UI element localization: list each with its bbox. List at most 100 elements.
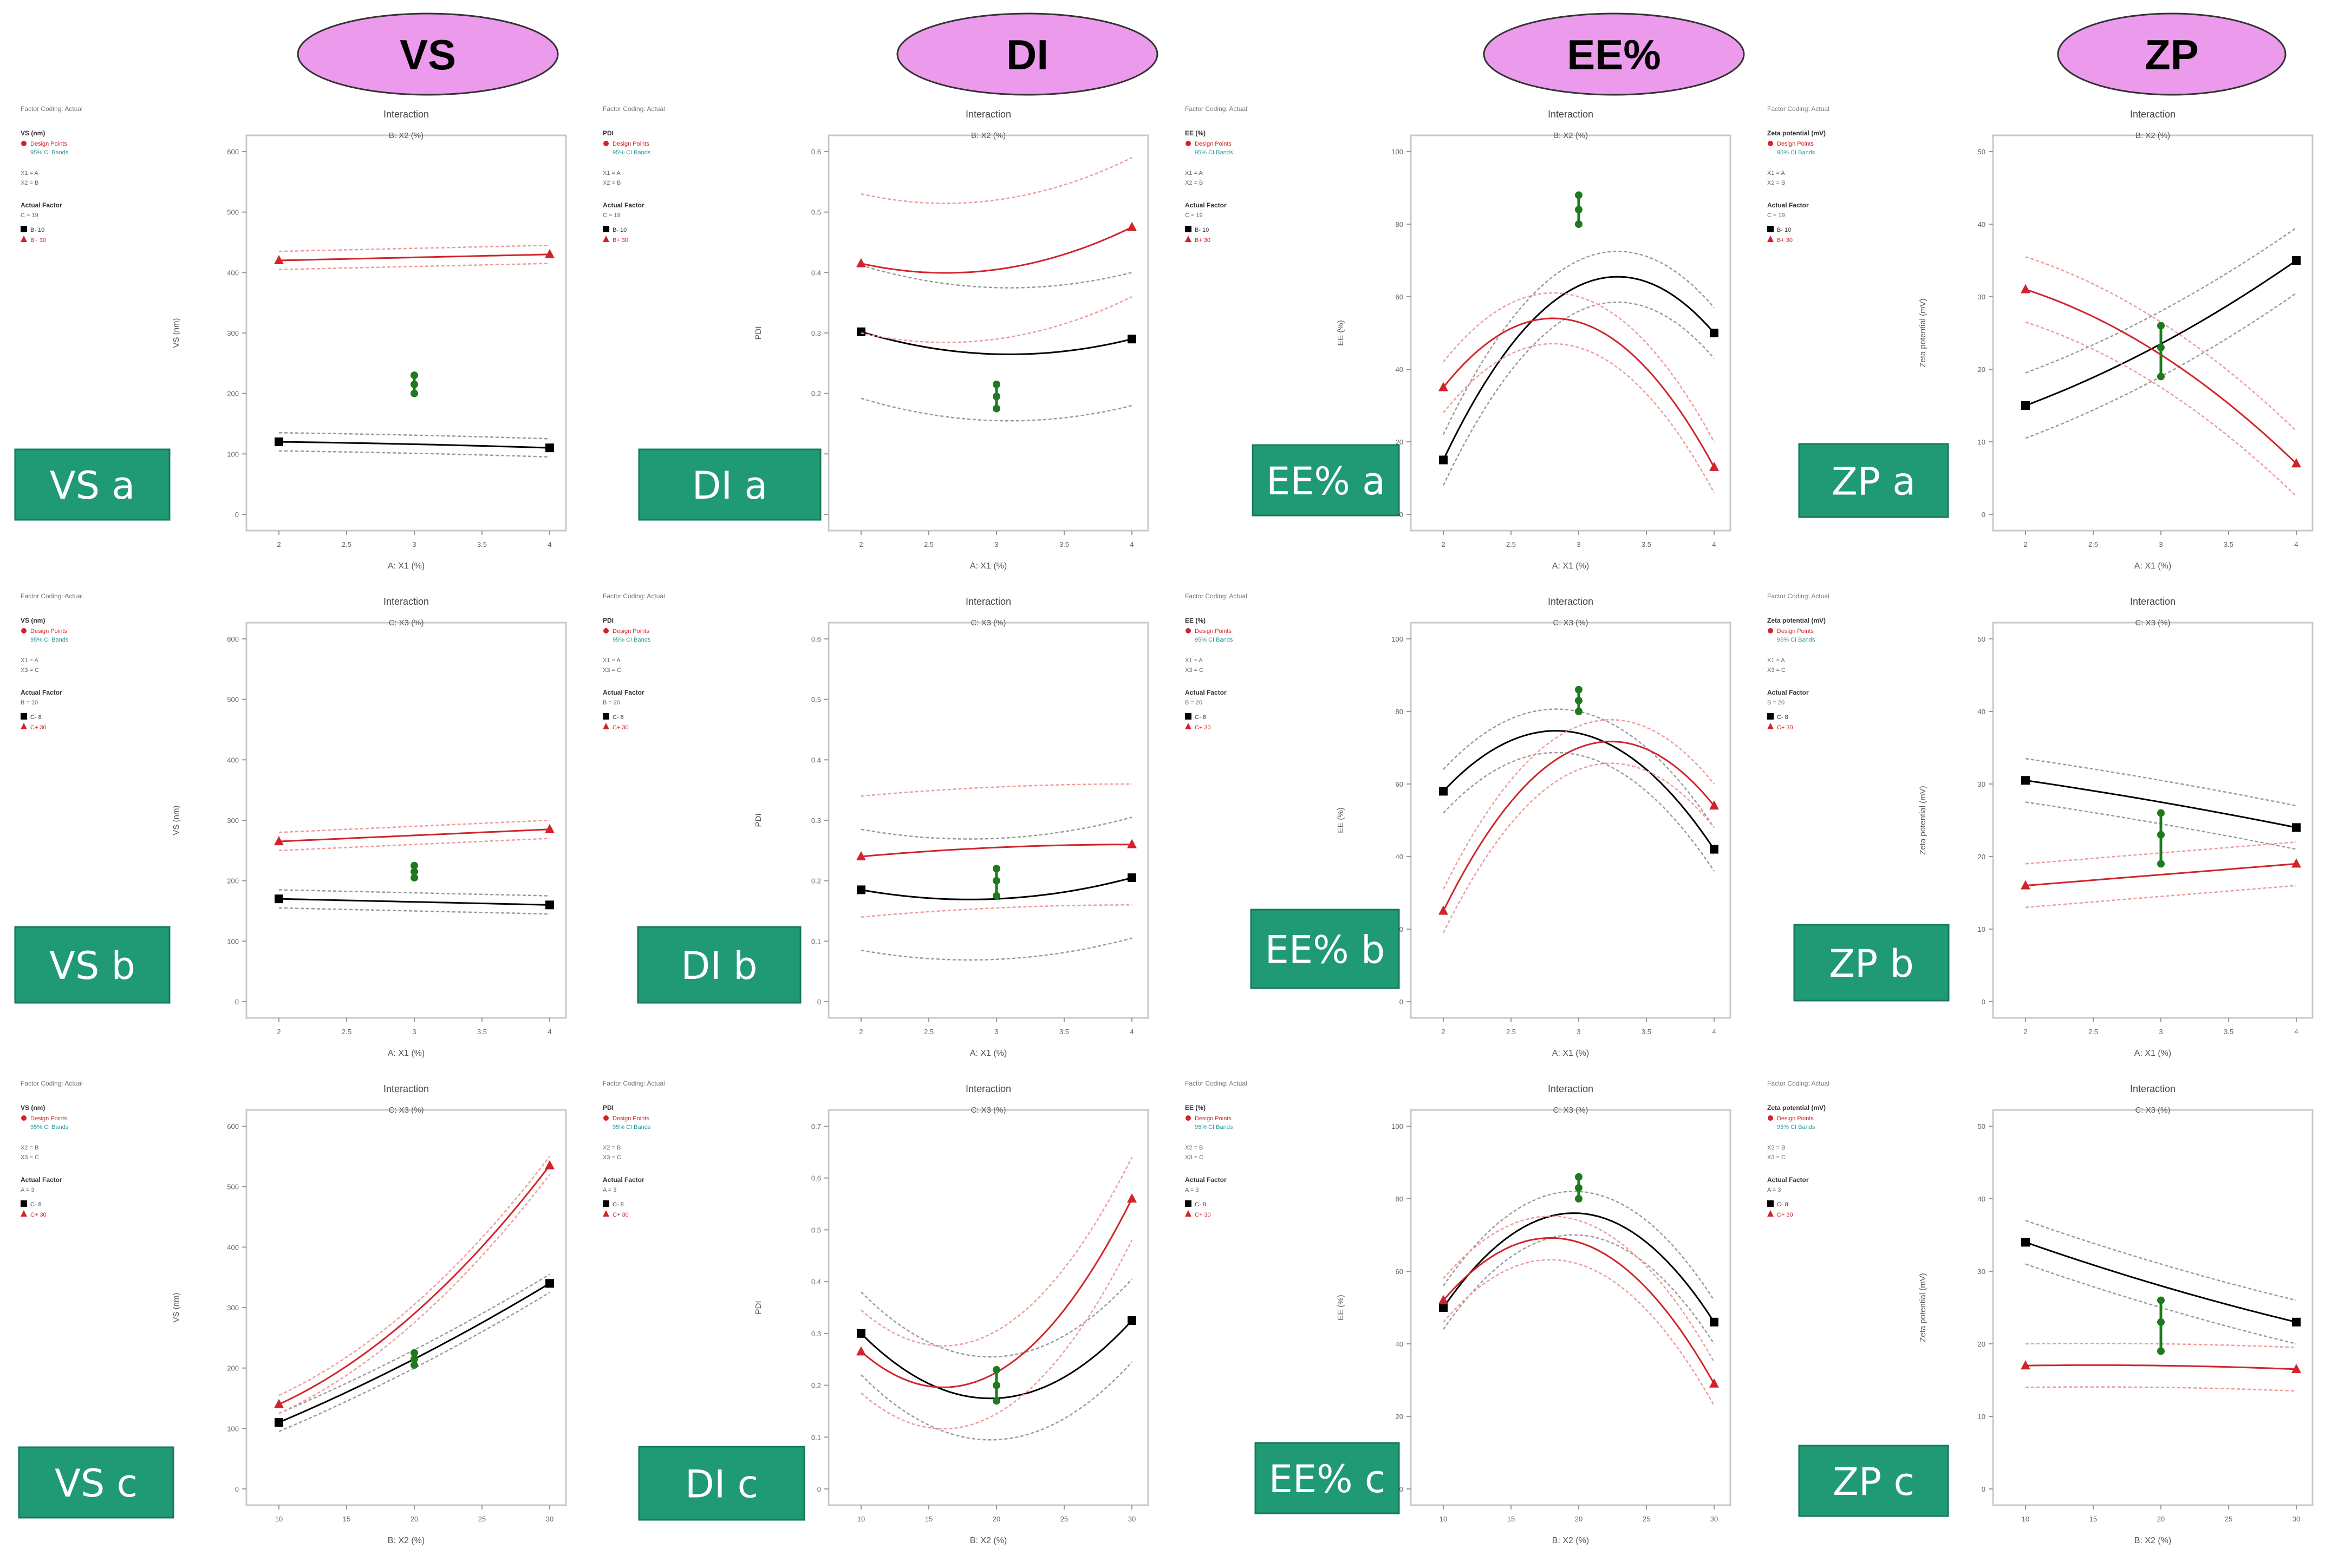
panel-label-text: DI a — [692, 463, 768, 508]
legend-heading: Factor Coding: Actual — [21, 1080, 83, 1087]
chart-subtitle: B: X2 (%) — [2135, 131, 2170, 140]
panel-label: ZP a — [1798, 443, 1949, 518]
design-point — [274, 1399, 284, 1408]
chart-subtitle: C: X3 (%) — [2135, 1106, 2170, 1115]
panel-label-text: ZP c — [1833, 1460, 1914, 1504]
y-tick-label: 50 — [1978, 1122, 1985, 1131]
series-line — [1442, 740, 1715, 912]
x-axis-label: B: X2 (%) — [388, 1536, 425, 1545]
legend-design-points: Design Points — [1777, 1115, 1814, 1122]
x-tick-label: 4 — [2294, 1028, 2298, 1036]
x-tick-label: 2.5 — [342, 1028, 351, 1036]
x-tick-label: 2.5 — [924, 540, 934, 548]
y-tick-label: 50 — [1978, 635, 1985, 643]
y-tick-label: 300 — [227, 816, 239, 825]
y-tick-label: 0.7 — [811, 1122, 821, 1131]
y-tick-label: 0 — [1982, 998, 1985, 1006]
legend-low: C- 8 — [1777, 1201, 1788, 1208]
legend-fixed: X3 = C — [1185, 667, 1203, 674]
ci-band-upper — [278, 889, 550, 897]
x-tick-label: 3 — [2159, 540, 2163, 548]
legend-response: Zeta potential (mV) — [1767, 129, 1826, 137]
legend-low-marker — [603, 713, 609, 720]
x-tick-label: 3.5 — [477, 1028, 487, 1036]
legend-actual-factor: Actual Factor — [1185, 689, 1227, 696]
ci-band-upper — [2025, 757, 2297, 807]
design-point — [2021, 880, 2030, 890]
y-tick-label: 100 — [1391, 635, 1403, 643]
y-tick-label: 40 — [1978, 708, 1985, 716]
x-tick-label: 3 — [2159, 1028, 2163, 1036]
design-point — [2291, 858, 2301, 868]
legend-response: VS (nm) — [21, 129, 45, 137]
x-axis-label: A: X1 (%) — [388, 561, 425, 571]
y-axis-label: EE (%) — [1336, 1295, 1345, 1321]
legend-fixed: X1 = A — [1185, 170, 1203, 177]
legend-low: B- 10 — [30, 227, 44, 233]
legend-actual-factor: Actual Factor — [21, 201, 62, 209]
ci-band-upper — [861, 1157, 1133, 1347]
design-point — [1439, 455, 1448, 465]
y-axis-label: VS (nm) — [172, 1292, 181, 1322]
ci-band-upper — [861, 157, 1132, 204]
design-point — [857, 1329, 865, 1338]
panel-label-text: EE% b — [1265, 928, 1385, 972]
x-axis-label: A: X1 (%) — [2134, 1049, 2171, 1058]
legend-low-marker — [1767, 226, 1774, 232]
y-tick-label: 80 — [1396, 708, 1403, 716]
series-line — [861, 331, 1132, 355]
ci-band-lower — [2025, 885, 2297, 909]
y-tick-label: 0.5 — [811, 1226, 821, 1234]
y-tick-label: 60 — [1396, 1268, 1403, 1276]
legend-actual-factor-value: C = 19 — [21, 212, 38, 219]
panel-label-box — [18, 1446, 174, 1519]
chart-subtitle: C: X3 (%) — [388, 618, 424, 628]
series-line — [2025, 1241, 2297, 1323]
panel-label-box — [14, 926, 171, 1004]
chart-ee-a: Interaction B: X2 (%) A: X1 (%) EE (%) 2 2.5 3… — [1185, 105, 1731, 571]
chart-title: Interaction — [1548, 596, 1593, 607]
x-tick-label: 2.5 — [924, 1028, 934, 1036]
legend-high-marker — [1767, 723, 1774, 729]
legend-low: C- 8 — [1195, 1201, 1206, 1208]
ci-band-lower — [1442, 301, 1715, 486]
y-tick-label: 500 — [227, 696, 239, 704]
design-point — [1128, 873, 1136, 883]
ci-band-lower — [1442, 1234, 1715, 1344]
y-axis-label: Zeta potential (mV) — [1918, 298, 1927, 368]
chart-zp-c: Interaction C: X3 (%) B: X2 (%) Zeta potent… — [1767, 1080, 2314, 1545]
ci-band-lower — [278, 1174, 550, 1414]
chart-title: Interaction — [2130, 109, 2176, 120]
legend-actual-factor-value: C = 19 — [1185, 212, 1203, 219]
ci-band-lower — [278, 907, 550, 915]
legend-design-marker — [21, 141, 27, 146]
legend-high: C+ 30 — [1777, 1212, 1793, 1218]
chart-zp-b: Interaction C: X3 (%) A: X1 (%) Zeta potent… — [1767, 592, 2314, 1058]
header-label: DI — [1006, 31, 1048, 79]
legend-actual-factor: Actual Factor — [1185, 1176, 1227, 1184]
ci-band-upper — [2025, 227, 2297, 374]
chart-vs-a: Interaction B: X2 (%) A: X1 (%) VS (nm) 2 2.5… — [14, 105, 567, 571]
legend: Factor Coding: Actual Zeta potential (mV)… — [1767, 592, 1829, 731]
panel-label-box — [1798, 1445, 1949, 1517]
y-tick-label: 400 — [227, 269, 239, 277]
y-tick-label: 0.6 — [811, 1174, 821, 1182]
legend-design-points: Design Points — [613, 141, 649, 147]
chart-zp-a: Interaction B: X2 (%) A: X1 (%) Zeta potent… — [1767, 105, 2314, 571]
design-point — [545, 249, 555, 258]
legend-fixed: X2 = B — [1185, 180, 1203, 186]
legend-design-marker — [21, 1115, 27, 1121]
panel-label: DI a — [638, 448, 822, 521]
legend-high: C+ 30 — [1195, 724, 1211, 731]
y-tick-label: 40 — [1978, 1195, 1985, 1203]
ci-band-upper — [278, 244, 550, 252]
x-tick-label: 10 — [1440, 1515, 1447, 1523]
legend-high-marker — [603, 1210, 609, 1217]
header-ellipse — [1483, 12, 1745, 96]
y-tick-label: 40 — [1396, 1340, 1403, 1348]
legend-high-marker — [603, 236, 609, 242]
design-point — [1127, 839, 1137, 848]
panel-label-text: DI b — [681, 944, 757, 988]
legend-fixed: X1 = A — [603, 170, 621, 177]
x-tick-label: 2 — [1441, 1028, 1445, 1036]
